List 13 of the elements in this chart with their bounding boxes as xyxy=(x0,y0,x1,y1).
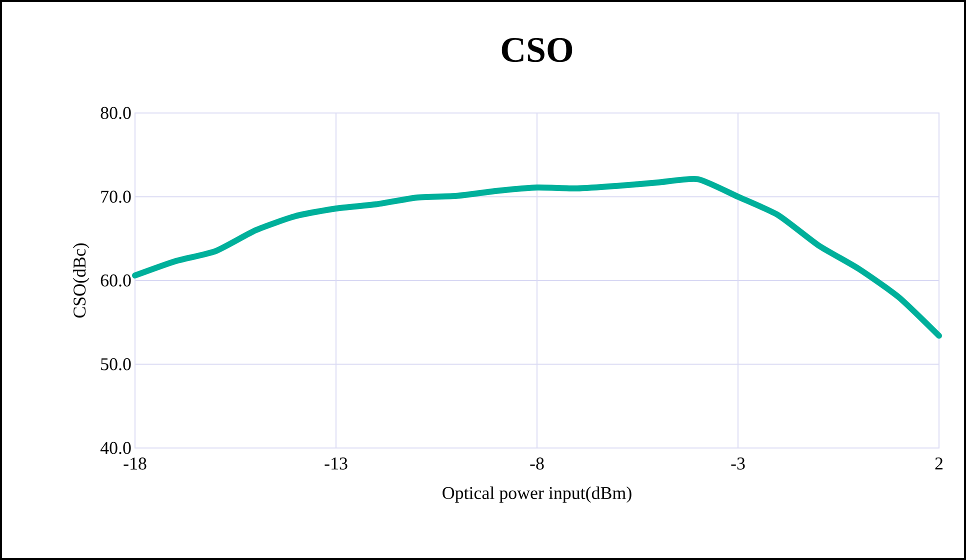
y-tick-label: 70.0 xyxy=(101,190,131,203)
y-tick-label: 80.0 xyxy=(100,106,131,120)
x-tick-label: -8 xyxy=(530,458,544,470)
x-tick-label: -13 xyxy=(324,458,348,470)
x-axis-title: Optical power input(dBm) xyxy=(442,486,632,503)
x-tick-label: 2 xyxy=(935,458,943,470)
y-tick-label: 50.0 xyxy=(101,358,131,370)
x-tick-label: -3 xyxy=(731,458,745,470)
y-axis-title: CSO(dBc) xyxy=(72,243,90,318)
chart-title: CSO xyxy=(502,38,572,62)
y-tick-label: 60.0 xyxy=(100,274,131,287)
x-tick-label: -18 xyxy=(124,458,146,470)
y-tick-label: 40.0 xyxy=(100,442,131,454)
